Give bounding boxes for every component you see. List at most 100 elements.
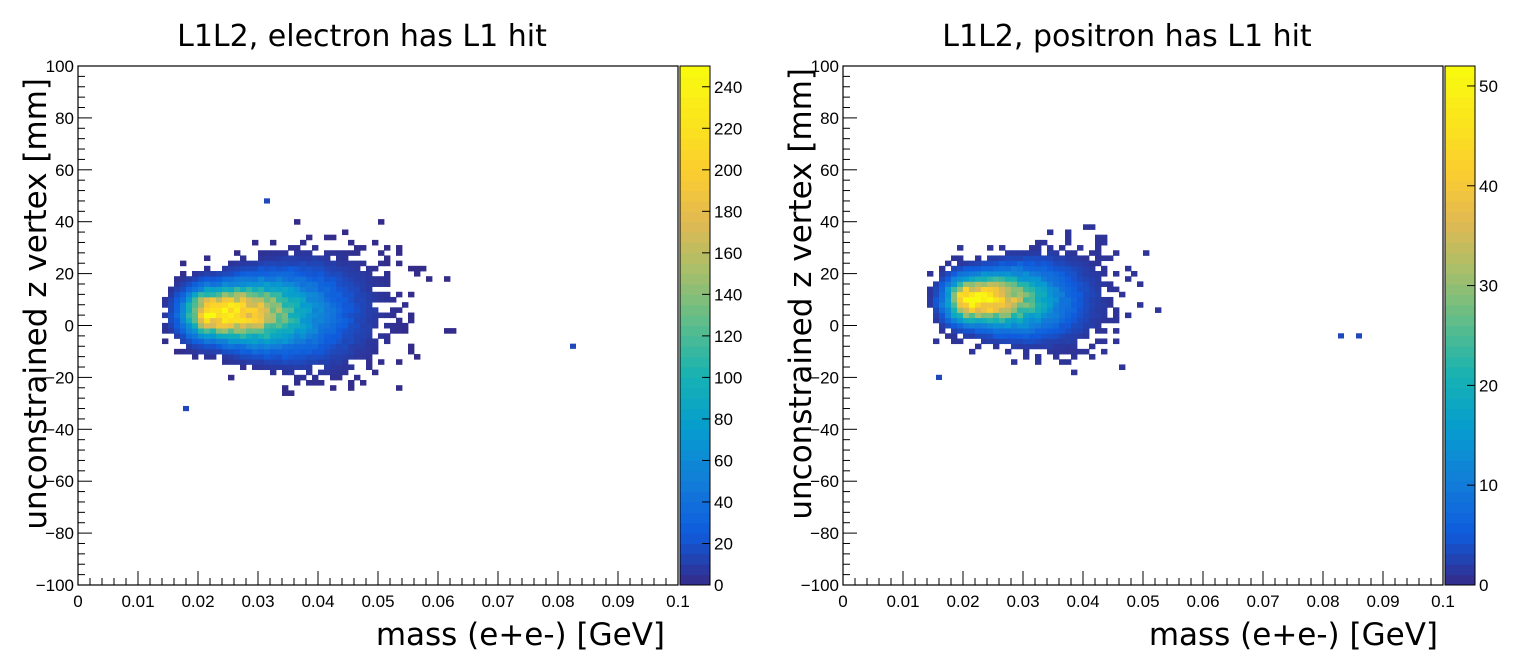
- heatmap-cell: [294, 374, 301, 381]
- heatmap-cell: [1059, 260, 1066, 267]
- heatmap-cell: [162, 312, 169, 319]
- heatmap-cell: [312, 317, 319, 324]
- heatmap-cell: [1029, 291, 1036, 298]
- heatmap-cell: [288, 302, 295, 308]
- heatmap-cell: [246, 281, 253, 287]
- x-tick-label: 0.02: [946, 592, 979, 611]
- heatmap-cell: [420, 265, 427, 272]
- heatmap-cell: [1011, 265, 1018, 272]
- heatmap-cell: [180, 286, 187, 293]
- heatmap-cell: [318, 343, 325, 350]
- heatmap-cell: [222, 265, 229, 272]
- heatmap-cell: [366, 322, 373, 329]
- heatmap-cell: [1053, 255, 1060, 262]
- heatmap-cell: [258, 364, 265, 371]
- heatmap-cell: [330, 260, 337, 267]
- heatmap-cell: [1071, 369, 1078, 376]
- heatmap-cell: [1047, 322, 1054, 329]
- colorbar-segment: [1445, 325, 1475, 337]
- heatmap-cell: [252, 343, 259, 350]
- heatmap-cell: [939, 271, 946, 277]
- heatmap-cell: [1041, 312, 1048, 319]
- heatmap-cell: [1017, 271, 1024, 277]
- heatmap-cell: [396, 328, 403, 334]
- heatmap-cell: [174, 286, 181, 293]
- heatmap-cell: [957, 276, 964, 282]
- heatmap-cell: [348, 328, 355, 334]
- colorbar-segment: [680, 159, 710, 171]
- heatmap-cell: [993, 343, 1000, 350]
- colorbar-segment: [680, 232, 710, 243]
- heatmap-cell: [306, 380, 313, 386]
- heatmap-cell: [342, 354, 349, 360]
- heatmap-cell: [186, 296, 193, 303]
- heatmap-cell: [1035, 322, 1042, 329]
- heatmap-cell: [294, 380, 301, 386]
- heatmap-cell: [306, 296, 313, 303]
- heatmap-cell: [354, 271, 361, 277]
- heatmap-cell: [300, 322, 307, 329]
- heatmap-cell: [330, 333, 337, 339]
- heatmap-cell: [1041, 265, 1048, 272]
- heatmap-cell: [324, 328, 331, 334]
- heatmap-cell: [324, 296, 331, 303]
- heatmap-cell: [348, 276, 355, 282]
- heatmap-cell: [264, 333, 271, 339]
- heatmap-cell: [222, 307, 229, 313]
- heatmap-cell: [336, 322, 343, 329]
- heatmap-cell: [1029, 322, 1036, 329]
- colorbar-segment: [680, 180, 710, 192]
- heatmap-cell: [945, 286, 952, 293]
- colorbar-segment: [680, 138, 710, 150]
- colorbar-segment: [680, 522, 710, 534]
- heatmap-cell: [1077, 307, 1084, 313]
- colorbar-segment: [1445, 283, 1475, 295]
- heatmap-cell: [1011, 255, 1018, 262]
- heatmap-cell: [162, 296, 169, 303]
- heatmap-cell: [975, 271, 982, 277]
- heatmap-cell: [981, 281, 988, 287]
- heatmap-cell: [330, 307, 337, 313]
- heatmap-cell: [216, 348, 223, 355]
- heatmap-cell: [933, 296, 940, 303]
- y-tick-label: 40: [820, 213, 839, 232]
- heatmap-cell: [270, 348, 277, 355]
- heatmap-cell: [306, 265, 313, 272]
- heatmap-cell: [330, 328, 337, 334]
- heatmap-cell: [993, 302, 1000, 308]
- heatmap-cell: [168, 296, 175, 303]
- chart-title: L1L2, electron has L1 hit: [177, 19, 547, 54]
- heatmap-cell: [264, 364, 271, 371]
- heatmap-cell: [198, 328, 205, 334]
- heatmap-cell: [1065, 359, 1072, 365]
- heatmap-cell: [1017, 317, 1024, 324]
- colorbar-segment: [1445, 533, 1475, 544]
- heatmap-cell: [330, 302, 337, 308]
- heatmap-cell: [969, 281, 976, 287]
- heatmap-cell: [963, 307, 970, 313]
- heatmap-cell: [366, 333, 373, 339]
- heatmap-cell: [939, 328, 946, 334]
- colorbar-segment: [680, 200, 710, 212]
- heatmap-cell: [951, 317, 958, 324]
- heatmap-cell: [384, 281, 391, 287]
- heatmap-cell: [981, 302, 988, 308]
- heatmap-cell: [1041, 317, 1048, 324]
- heatmap-cell: [927, 286, 934, 293]
- heatmap-cell: [408, 317, 415, 324]
- heatmap-cell: [348, 364, 355, 371]
- heatmap-cell: [210, 328, 217, 334]
- heatmap-cell: [168, 317, 175, 324]
- heatmap-cell: [270, 328, 277, 334]
- heatmap-cell: [306, 322, 313, 329]
- heatmap-cell: [372, 291, 379, 298]
- heatmap-cell: [1005, 317, 1012, 324]
- heatmap-cell: [1071, 317, 1078, 324]
- heatmap-cell: [1065, 260, 1072, 267]
- colorbar-segment: [1445, 159, 1475, 171]
- heatmap-cell: [228, 359, 235, 365]
- heatmap-cell: [264, 343, 271, 350]
- heatmap-cell: [1017, 260, 1024, 267]
- y-tick-label: 100: [46, 57, 74, 76]
